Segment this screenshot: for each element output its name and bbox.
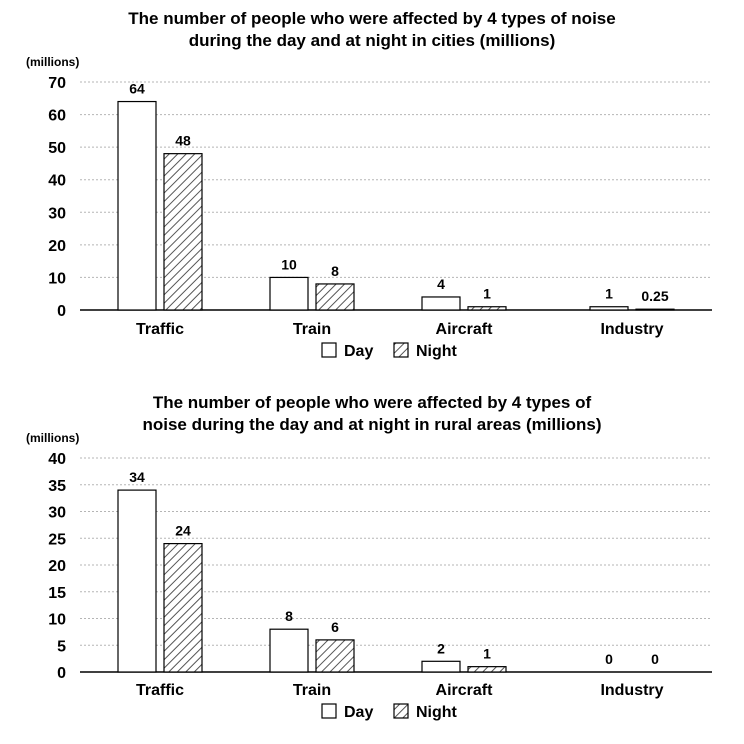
cities-bar-night-traffic [163,153,203,311]
rural-y-tick-label: 15 [48,585,66,602]
rural-y-tick-label: 25 [48,531,66,548]
cities-legend-swatch-night [393,342,409,358]
chart-title-cities-line1: The number of people who were affected b… [128,9,616,28]
rural-legend-label-day: Day [344,704,373,721]
cities-x-tick-label: Traffic [136,321,184,338]
cities-y-tick-label: 50 [48,140,66,157]
cities-data-label-night-train: 8 [331,263,339,279]
rural-bar-day-traffic [117,489,157,673]
cities-data-label-night-aircraft: 1 [483,286,491,302]
cities-legend-label-day: Day [344,343,373,360]
rural-bar-night-train [315,639,355,673]
rural-y-tick-label: 30 [48,505,66,522]
cities-bar-night-aircraft [467,306,507,311]
rural-x-tick-label: Traffic [136,682,184,699]
rural-y-tick-label: 20 [48,558,66,575]
cities-data-label-day-industry: 1 [605,286,613,302]
chart-title-cities-line2: during the day and at night in cities (m… [188,31,556,50]
chart-title-rural-line1: The number of people who were affected b… [152,393,592,412]
rural-y-tick-label: 0 [57,665,66,682]
rural-data-label-day-aircraft: 2 [437,640,445,656]
rural-legend-swatch-day [321,703,337,719]
rural-data-label-night-train: 6 [331,619,339,635]
rural-y-tick-label: 10 [48,612,66,629]
rural-data-label-night-industry: 0 [651,651,659,667]
cities-y-tick-label: 60 [48,108,66,125]
rural-legend-swatch-night [393,703,409,719]
chart-title-rural-line2: noise during the day and at night in rur… [142,415,602,434]
rural-y-tick-label: 5 [57,638,66,655]
rural-data-label-day-industry: 0 [605,651,613,667]
rural-data-label-night-traffic: 24 [175,523,191,539]
rural-y-tick-label: 35 [48,478,66,495]
cities-data-label-night-traffic: 48 [175,133,191,149]
cities-bar-night-industry [635,308,675,311]
rural-bar-day-train [269,628,309,673]
cities-legend-swatch-day [321,342,337,358]
cities-data-label-night-industry: 0.25 [641,288,668,304]
cities-y-tick-label: 30 [48,205,66,222]
chart-title-cities: The number of people who were affected b… [0,8,744,52]
rural-data-label-night-aircraft: 1 [483,646,491,662]
cities-y-tick-label: 0 [57,303,66,320]
cities-legend-label-night: Night [416,343,458,360]
rural-bar-day-aircraft [421,660,461,673]
cities-x-tick-label: Aircraft [436,321,494,338]
cities-data-label-day-traffic: 64 [129,81,145,97]
cities-data-label-day-aircraft: 4 [437,276,445,292]
rural-y-axis-label: (millions) [26,431,79,445]
cities-bar-day-train [269,276,309,311]
rural-bar-night-traffic [163,542,203,673]
rural-bar-night-aircraft [467,666,507,673]
cities-y-tick-label: 10 [48,270,66,287]
cities-x-tick-label: Industry [600,321,663,338]
cities-bar-day-aircraft [421,296,461,311]
rural-y-tick-label: 40 [48,451,66,468]
cities-x-tick-label: Train [293,321,331,338]
rural-legend-label-night: Night [416,704,458,721]
rural-x-tick-label: Aircraft [436,682,494,699]
cities-y-tick-label: 40 [48,173,66,190]
cities-bar-day-industry [589,306,629,311]
cities-bar-night-train [315,283,355,311]
chart-title-rural: The number of people who were affected b… [0,392,744,436]
cities-data-label-day-train: 10 [281,256,297,272]
cities-y-tick-label: 70 [48,75,66,92]
rural-x-tick-label: Industry [600,682,663,699]
rural-data-label-day-traffic: 34 [129,469,145,485]
cities-y-axis-label: (millions) [26,55,79,69]
cities-y-tick-label: 20 [48,238,66,255]
cities-bar-day-traffic [117,100,157,311]
rural-x-tick-label: Train [293,682,331,699]
rural-data-label-day-train: 8 [285,608,293,624]
